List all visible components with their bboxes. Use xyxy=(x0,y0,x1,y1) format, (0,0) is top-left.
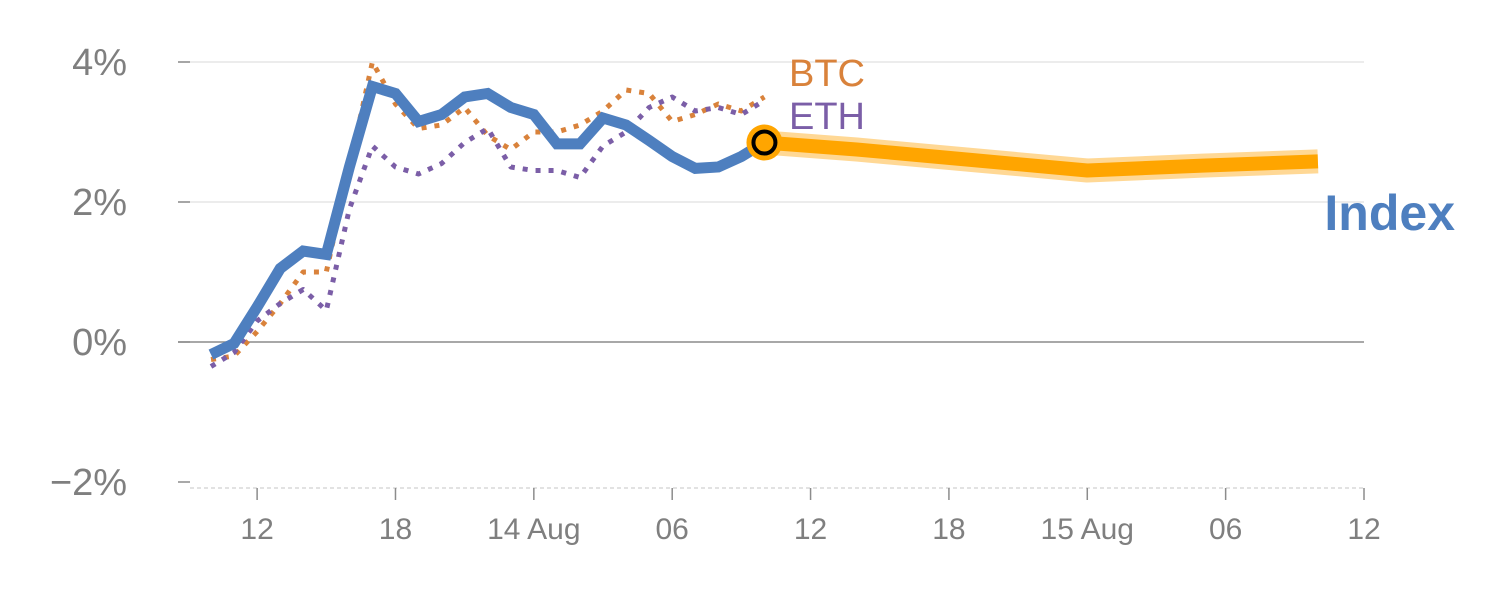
current-point-marker xyxy=(746,124,783,161)
index-series-line xyxy=(208,79,768,360)
x-tick-label: 18 xyxy=(932,513,965,546)
x-tick-label: 14 Aug xyxy=(487,513,580,546)
x-tick-label: 06 xyxy=(656,513,689,546)
btc-series-label: BTC xyxy=(789,53,865,95)
y-tick-label: 2% xyxy=(72,182,127,224)
x-tick-label: 12 xyxy=(1347,513,1380,546)
x-tick-label: 12 xyxy=(794,513,827,546)
series-lines xyxy=(208,59,1319,369)
forecast-band xyxy=(763,135,1319,178)
y-tick-label: 4% xyxy=(72,42,127,84)
eth-series-label: ETH xyxy=(789,96,865,138)
y-tick-label: −2% xyxy=(50,462,127,504)
series-labels: BTC ETH Index xyxy=(789,53,1455,241)
x-tick-label: 15 Aug xyxy=(1041,513,1134,546)
eth-series-line xyxy=(209,94,766,369)
index-series-label: Index xyxy=(1324,185,1455,241)
axes: 4% 2% 0% −2% 12 18 14 Aug 06 12 18 15 Aug 06 12 xyxy=(50,42,1381,546)
btc-series-line xyxy=(210,59,766,362)
marker-inner-ring xyxy=(751,129,778,156)
y-tick-label: 0% xyxy=(72,322,127,364)
x-tick-label: 06 xyxy=(1209,513,1242,546)
gridlines xyxy=(178,61,1364,489)
x-tick-label: 12 xyxy=(240,513,273,546)
x-tick-label: 18 xyxy=(379,513,412,546)
